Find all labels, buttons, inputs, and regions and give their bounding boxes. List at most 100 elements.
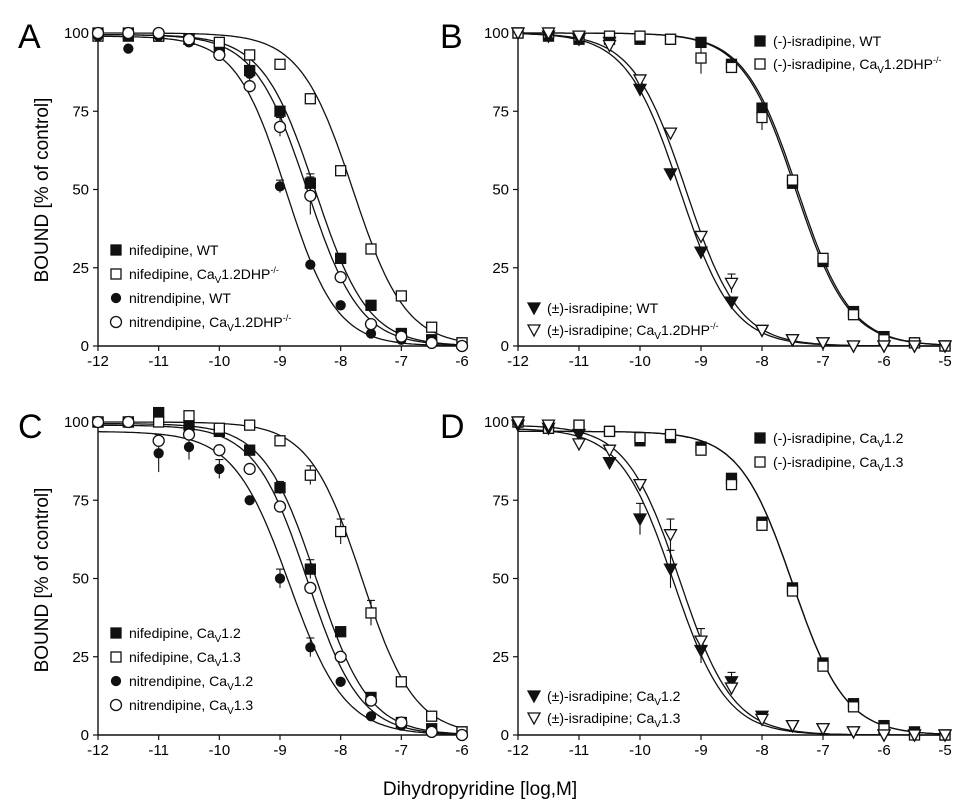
data-point [541, 419, 556, 433]
data-point [395, 676, 407, 688]
data-point [395, 290, 407, 302]
y-tick-label: 50 [72, 571, 89, 588]
data-point [274, 58, 286, 70]
x-tick-label: -11 [148, 353, 169, 370]
data-point [815, 337, 831, 351]
y-tick-label: 0 [81, 727, 89, 744]
data-point [754, 324, 770, 338]
data-point [273, 120, 287, 134]
legend-label: nitrendipine, WT [129, 290, 231, 306]
data-point [244, 419, 256, 431]
data-point [724, 682, 739, 696]
legend-label: nitrendipine, CaV1.2 [129, 673, 253, 693]
data-point [244, 444, 256, 456]
data-point [907, 340, 922, 354]
legend-marker [109, 315, 123, 329]
y-tick-label: 100 [484, 414, 509, 431]
y-tick-label: 0 [81, 338, 89, 355]
data-point [510, 416, 526, 430]
data-point [602, 457, 617, 471]
legend-label: (±)-isradipine; WT [547, 300, 659, 316]
y-tick-label: 0 [501, 727, 509, 744]
x-tick-label: -6 [455, 742, 468, 759]
data-point [571, 30, 587, 44]
data-point [122, 415, 135, 429]
legend-label: nitrendipine, CaV1.3 [129, 697, 253, 717]
data-point [183, 410, 195, 422]
data-point [724, 296, 739, 310]
y-tick-label: 50 [72, 182, 89, 199]
data-point [335, 676, 346, 687]
legend-marker [526, 302, 542, 316]
data-point [785, 334, 800, 348]
data-point [183, 441, 195, 453]
y-tick-label: 25 [492, 260, 509, 277]
y-tick-label: 75 [72, 103, 89, 120]
data-point [725, 478, 738, 491]
panel-letter-c: C [18, 408, 43, 446]
data-point [365, 711, 377, 722]
x-tick-label: -11 [569, 742, 590, 759]
y-tick-label: 100 [64, 25, 89, 42]
y-tick-label: 100 [484, 25, 509, 42]
y-tick-label: 50 [492, 571, 509, 588]
data-point [365, 607, 377, 619]
data-point [724, 277, 739, 291]
data-point [602, 444, 617, 458]
data-point [756, 102, 768, 114]
data-point [510, 27, 526, 41]
x-tick-label: -7 [816, 353, 829, 370]
data-point [786, 174, 799, 186]
data-point [632, 513, 648, 527]
data-point [273, 500, 287, 513]
legend-marker [526, 712, 542, 726]
data-point [274, 105, 286, 117]
y-tick-label: 25 [72, 649, 89, 666]
y-tick-label: 25 [492, 649, 509, 666]
data-point [846, 726, 861, 740]
y-tick-label: 50 [492, 182, 509, 199]
x-tick-label: -11 [148, 742, 169, 759]
legend-label: nifedipine, CaV1.2 [129, 625, 241, 645]
data-point [663, 529, 678, 543]
data-point [693, 230, 709, 244]
data-point [846, 340, 861, 354]
data-point [695, 36, 707, 49]
x-axis-label: Dihydropyridine [log,M] [383, 779, 577, 800]
y-tick-label: 0 [501, 338, 509, 355]
data-point [426, 710, 438, 722]
data-point [695, 444, 707, 456]
data-point [937, 340, 953, 354]
y-tick-label: 75 [492, 103, 509, 120]
data-point [335, 252, 347, 265]
data-point [304, 469, 316, 481]
x-tick-label: -5 [938, 353, 951, 370]
data-point [724, 676, 739, 690]
data-point [335, 165, 347, 177]
panel-letter-a: A [18, 18, 41, 56]
y-axis-label-top: BOUND [% of control] [32, 98, 53, 283]
x-tick-label: -6 [877, 353, 890, 370]
data-point [335, 300, 346, 311]
data-point [695, 52, 707, 64]
data-point [754, 713, 770, 727]
data-point [573, 419, 585, 431]
data-point [364, 694, 378, 707]
y-axis-label-bottom: BOUND [% of control] [32, 488, 53, 673]
data-point [817, 660, 829, 672]
data-point [785, 719, 800, 733]
data-point [335, 626, 347, 638]
x-tick-label: -5 [938, 742, 951, 759]
legend-marker [109, 698, 123, 712]
panel-letter-b: B [440, 18, 463, 56]
x-tick-label: -10 [208, 742, 230, 759]
data-point [664, 33, 677, 45]
data-point [182, 428, 196, 441]
data-point [365, 299, 377, 311]
legend-label: nifedipine, CaV1.3 [129, 649, 241, 669]
legend-label: nifedipine, CaV1.2DHP-/- [129, 265, 279, 286]
data-point [244, 495, 255, 506]
legend-label: nifedipine, WT [129, 242, 219, 258]
x-tick-label: -6 [877, 742, 890, 759]
data-point [153, 406, 165, 419]
